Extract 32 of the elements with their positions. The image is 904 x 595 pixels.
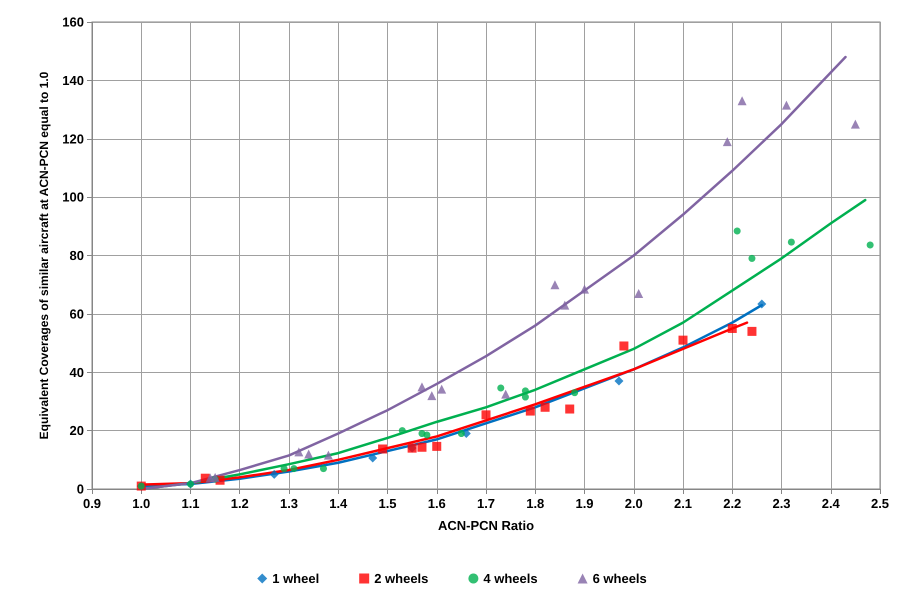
x-tick-label: 1.6	[428, 496, 446, 511]
x-tick-label: 2.1	[674, 496, 692, 511]
x-axis-title: ACN-PCN Ratio	[438, 518, 534, 533]
x-tick-label: 1.4	[329, 496, 348, 511]
x-tick-label: 1.1	[181, 496, 200, 511]
legend-label: 1 wheel	[272, 571, 320, 586]
y-tick-label: 60	[70, 306, 84, 322]
legend-label: 2 wheels	[374, 571, 428, 586]
y-tick-label: 160	[62, 14, 84, 30]
y-axis-title: Equivalent Coverages of similar aircraft at ACN-PCN equal to 1.0	[37, 71, 51, 440]
x-tick-label: 1.8	[526, 496, 544, 511]
y-tick-label: 100	[62, 190, 84, 205]
x-tick-label: 1.7	[476, 496, 496, 511]
y-tick-label: 20	[70, 423, 84, 438]
x-tick-label: 1.0	[132, 496, 150, 511]
legend-label: 4 wheels	[483, 571, 538, 586]
x-tick-label: 2.5	[870, 496, 890, 511]
x-tick-label: 2.3	[772, 496, 791, 511]
y-tick-label: 140	[62, 72, 84, 88]
y-tick-label: 0	[76, 482, 84, 496]
x-tick-label: 1.2	[230, 496, 249, 511]
x-tick-label: 0.9	[82, 496, 102, 511]
x-tick-label: 1.3	[280, 496, 298, 511]
y-tick-label: 40	[70, 364, 84, 380]
x-tick-label: 2.0	[624, 496, 643, 511]
y-tick-label: 80	[70, 248, 84, 263]
legend-label: 6 wheels	[592, 571, 647, 586]
x-tick-label: 2.4	[822, 496, 841, 511]
y-tick-label: 120	[62, 131, 84, 146]
x-tick-label: 1.5	[378, 496, 397, 511]
x-tick-label: 2.2	[723, 496, 742, 511]
x-tick-label: 1.9	[575, 496, 594, 511]
